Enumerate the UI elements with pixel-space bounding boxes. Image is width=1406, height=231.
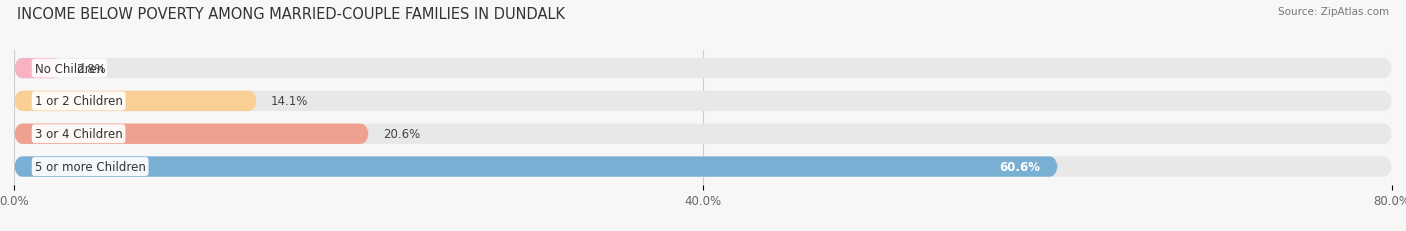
Text: Source: ZipAtlas.com: Source: ZipAtlas.com xyxy=(1278,7,1389,17)
FancyBboxPatch shape xyxy=(14,59,62,79)
Text: 1 or 2 Children: 1 or 2 Children xyxy=(35,95,122,108)
Text: 3 or 4 Children: 3 or 4 Children xyxy=(35,128,122,141)
Text: INCOME BELOW POVERTY AMONG MARRIED-COUPLE FAMILIES IN DUNDALK: INCOME BELOW POVERTY AMONG MARRIED-COUPL… xyxy=(17,7,565,22)
Text: 2.8%: 2.8% xyxy=(76,62,105,75)
FancyBboxPatch shape xyxy=(14,91,1392,112)
Text: No Children: No Children xyxy=(35,62,104,75)
Text: 14.1%: 14.1% xyxy=(271,95,308,108)
Text: 5 or more Children: 5 or more Children xyxy=(35,160,146,173)
FancyBboxPatch shape xyxy=(14,91,257,112)
Text: 60.6%: 60.6% xyxy=(1000,160,1040,173)
FancyBboxPatch shape xyxy=(14,157,1057,177)
FancyBboxPatch shape xyxy=(14,59,1392,79)
FancyBboxPatch shape xyxy=(14,124,368,144)
FancyBboxPatch shape xyxy=(14,124,1392,144)
FancyBboxPatch shape xyxy=(14,157,1392,177)
Text: 20.6%: 20.6% xyxy=(382,128,420,141)
